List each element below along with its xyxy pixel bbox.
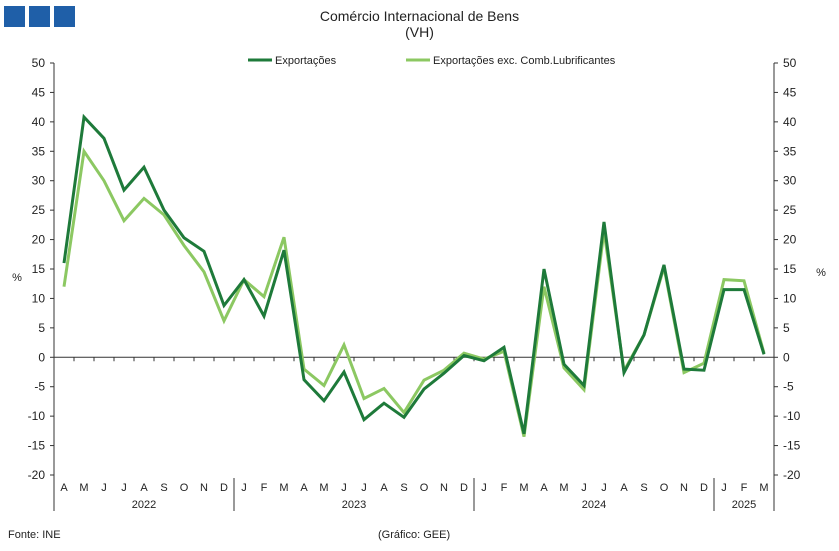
x-month-label: J — [721, 482, 727, 494]
left-y-tick-label: 30 — [32, 174, 46, 188]
x-month-label: S — [400, 482, 407, 494]
left-y-tick-label: 25 — [32, 203, 46, 217]
right-y-tick-label: 5 — [783, 321, 790, 335]
chart-title: Comércio Internacional de Bens — [319, 8, 520, 24]
x-month-label: M — [519, 482, 528, 494]
right-y-tick-label: 25 — [783, 203, 797, 217]
right-y-tick-label: 40 — [783, 115, 797, 129]
x-month-label: J — [601, 482, 607, 494]
left-y-tick-label: 0 — [38, 350, 45, 364]
source-note: Fonte: INE — [8, 529, 61, 541]
right-y-tick-label: 35 — [783, 144, 797, 158]
x-month-label: F — [261, 482, 268, 494]
x-month-label: N — [680, 482, 688, 494]
credit-note: (Gráfico: GEE) — [378, 529, 451, 541]
right-y-tick-label: 45 — [783, 85, 797, 99]
x-month-label: A — [140, 482, 148, 494]
logo-block-2 — [29, 6, 50, 27]
x-month-label: M — [79, 482, 88, 494]
x-month-label: D — [460, 482, 468, 494]
x-year-label: 2023 — [342, 499, 366, 511]
chart-subtitle: (VH) — [405, 24, 434, 40]
x-month-label: D — [700, 482, 708, 494]
x-month-label: N — [200, 482, 208, 494]
right-y-tick-label: -10 — [783, 409, 801, 423]
x-month-label: O — [420, 482, 429, 494]
left-y-tick-label: 35 — [32, 144, 46, 158]
x-year-label: 2025 — [732, 499, 756, 511]
x-year-label: 2022 — [132, 499, 156, 511]
x-month-label: J — [121, 482, 127, 494]
left-y-tick-label: -20 — [28, 468, 46, 482]
left-y-tick-label: -10 — [28, 409, 46, 423]
x-month-label: F — [741, 482, 748, 494]
logo-block-3 — [54, 6, 75, 27]
x-month-label: J — [341, 482, 347, 494]
x-month-label: A — [380, 482, 388, 494]
x-month-label: J — [481, 482, 487, 494]
right-y-tick-label: 30 — [783, 174, 797, 188]
left-axis-unit-label: % — [12, 272, 22, 284]
x-month-label: A — [540, 482, 548, 494]
legend-exportacoes-exc-comb-label: Exportações exc. Comb.Lubrificantes — [433, 55, 616, 67]
x-month-label: S — [640, 482, 647, 494]
x-month-label: J — [581, 482, 587, 494]
x-month-label: M — [759, 482, 768, 494]
x-month-label: N — [440, 482, 448, 494]
x-month-label: F — [501, 482, 508, 494]
left-y-tick-label: 20 — [32, 233, 46, 247]
right-y-tick-label: 20 — [783, 233, 797, 247]
x-month-label: A — [300, 482, 308, 494]
left-y-tick-label: 15 — [32, 262, 46, 276]
x-month-label: J — [361, 482, 367, 494]
right-y-tick-label: 15 — [783, 262, 797, 276]
x-year-label: 2024 — [582, 499, 606, 511]
left-y-tick-label: 10 — [32, 291, 46, 305]
x-month-label: J — [101, 482, 107, 494]
x-month-label: M — [279, 482, 288, 494]
right-y-tick-label: -5 — [783, 380, 794, 394]
logo-block-1 — [4, 6, 25, 27]
left-y-tick-label: 50 — [32, 56, 46, 70]
x-month-label: A — [60, 482, 68, 494]
x-month-label: O — [660, 482, 669, 494]
x-month-label: J — [241, 482, 247, 494]
left-y-tick-label: 45 — [32, 85, 46, 99]
x-month-label: O — [180, 482, 189, 494]
legend-exportacoes-label: Exportações — [275, 55, 337, 67]
right-y-tick-label: 50 — [783, 56, 797, 70]
right-y-tick-label: -20 — [783, 468, 801, 482]
x-month-label: D — [220, 482, 228, 494]
left-y-tick-label: 40 — [32, 115, 46, 129]
right-y-tick-label: -15 — [783, 439, 801, 453]
series-line-exportacoes — [62, 113, 766, 435]
x-month-label: M — [319, 482, 328, 494]
x-month-label: A — [620, 482, 628, 494]
x-month-label: S — [160, 482, 167, 494]
right-y-tick-label: 10 — [783, 291, 797, 305]
x-month-label: M — [559, 482, 568, 494]
right-y-tick-label: 0 — [783, 350, 790, 364]
left-y-tick-label: -5 — [34, 380, 45, 394]
left-y-tick-label: -15 — [28, 439, 46, 453]
right-axis-unit-label: % — [816, 267, 826, 279]
series-line-exportacoes-exc-comb — [62, 147, 766, 438]
left-y-tick-label: 5 — [38, 321, 45, 335]
